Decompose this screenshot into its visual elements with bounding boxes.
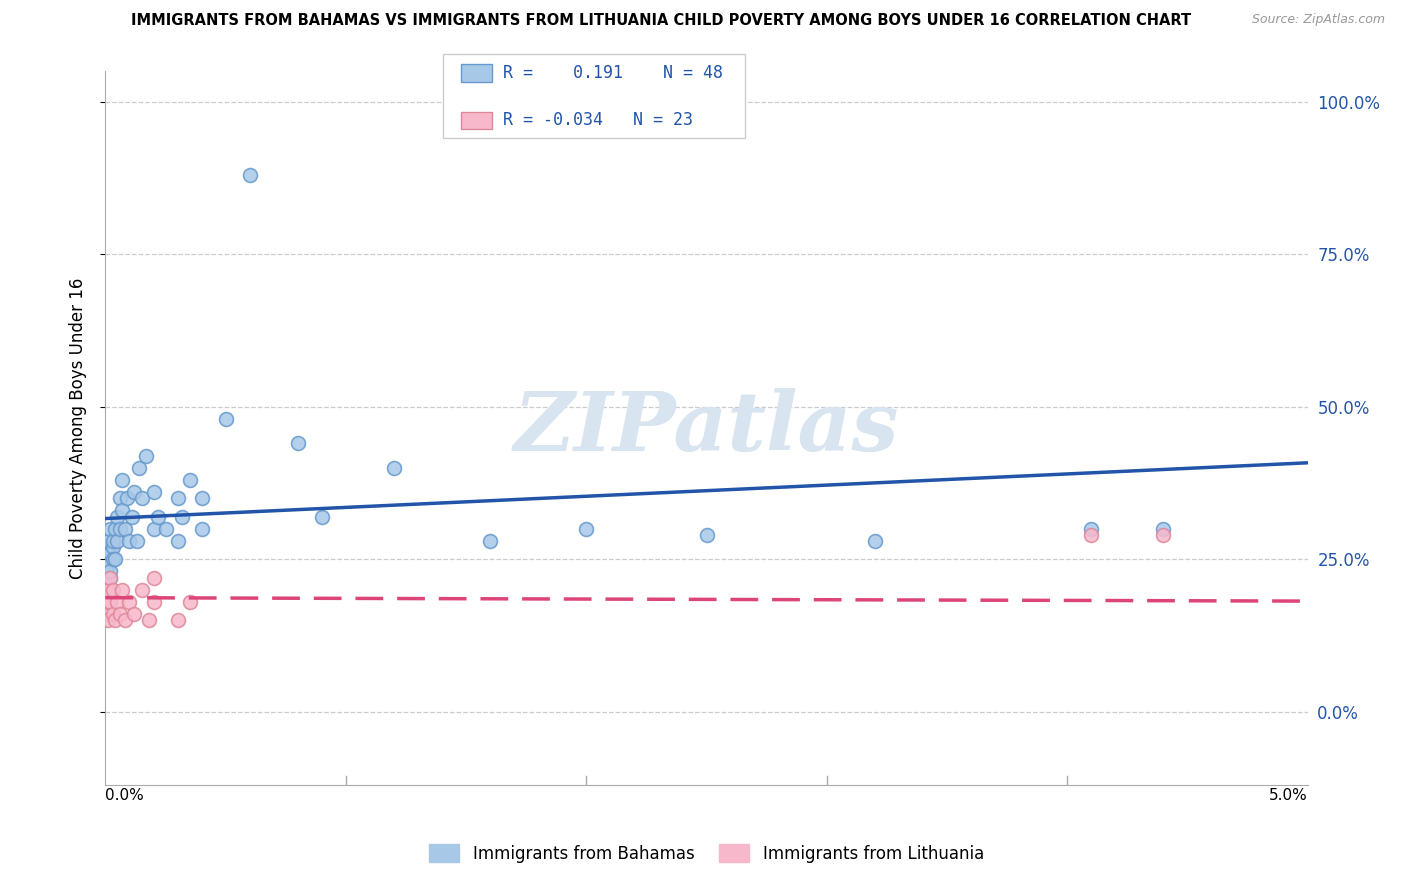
- Y-axis label: Child Poverty Among Boys Under 16: Child Poverty Among Boys Under 16: [69, 277, 87, 579]
- Point: [1152, 528, 1174, 542]
- Point: [131, 491, 153, 506]
- Point: [98, 595, 121, 609]
- Point: [98, 522, 121, 536]
- Point: [101, 540, 124, 554]
- Text: R =    0.191    N = 48: R = 0.191 N = 48: [503, 64, 723, 82]
- Point: [111, 503, 134, 517]
- Point: [114, 613, 136, 627]
- Point: [179, 595, 201, 609]
- Point: [124, 607, 146, 622]
- Legend: Immigrants from Bahamas, Immigrants from Lithuania: Immigrants from Bahamas, Immigrants from…: [423, 838, 990, 870]
- Point: [114, 522, 136, 536]
- Point: [696, 528, 718, 542]
- Point: [101, 607, 124, 622]
- Point: [104, 522, 127, 536]
- Point: [166, 613, 188, 627]
- Point: [97, 595, 120, 609]
- Point: [108, 522, 131, 536]
- Point: [101, 533, 124, 548]
- Point: [97, 546, 120, 560]
- Point: [239, 168, 262, 182]
- Point: [135, 449, 157, 463]
- Point: [107, 533, 129, 548]
- Point: [118, 533, 141, 548]
- Point: [101, 582, 124, 597]
- Point: [96, 607, 118, 622]
- Point: [142, 595, 165, 609]
- Point: [166, 533, 188, 548]
- Point: [97, 533, 120, 548]
- Point: [121, 509, 143, 524]
- Point: [128, 460, 150, 475]
- Point: [311, 509, 333, 524]
- Point: [142, 522, 165, 536]
- Point: [190, 491, 212, 506]
- Point: [107, 509, 129, 524]
- Point: [111, 473, 134, 487]
- Point: [1152, 522, 1174, 536]
- Point: [179, 473, 201, 487]
- Text: ZIPatlas: ZIPatlas: [513, 388, 900, 468]
- Text: IMMIGRANTS FROM BAHAMAS VS IMMIGRANTS FROM LITHUANIA CHILD POVERTY AMONG BOYS UN: IMMIGRANTS FROM BAHAMAS VS IMMIGRANTS FR…: [131, 13, 1191, 29]
- Point: [101, 552, 124, 566]
- Point: [108, 491, 131, 506]
- Point: [190, 522, 212, 536]
- Point: [863, 533, 886, 548]
- Point: [124, 485, 146, 500]
- Point: [118, 595, 141, 609]
- Text: 5.0%: 5.0%: [1268, 788, 1308, 803]
- Point: [575, 522, 598, 536]
- Point: [104, 613, 127, 627]
- Point: [97, 558, 120, 573]
- Text: 0.0%: 0.0%: [105, 788, 145, 803]
- Point: [287, 436, 309, 450]
- Point: [97, 613, 120, 627]
- Text: Source: ZipAtlas.com: Source: ZipAtlas.com: [1251, 13, 1385, 27]
- Point: [138, 613, 160, 627]
- Point: [382, 460, 405, 475]
- Point: [214, 412, 236, 426]
- Point: [97, 582, 120, 597]
- Point: [166, 491, 188, 506]
- Point: [155, 522, 177, 536]
- Point: [479, 533, 502, 548]
- Point: [98, 571, 121, 585]
- Point: [111, 582, 134, 597]
- Point: [142, 485, 165, 500]
- Point: [1080, 522, 1102, 536]
- Point: [148, 509, 170, 524]
- Point: [108, 607, 131, 622]
- Point: [98, 571, 121, 585]
- Point: [98, 565, 121, 579]
- Point: [107, 595, 129, 609]
- Point: [1080, 528, 1102, 542]
- Point: [142, 571, 165, 585]
- Point: [131, 582, 153, 597]
- Point: [104, 552, 127, 566]
- Point: [172, 509, 194, 524]
- Point: [125, 533, 148, 548]
- Point: [115, 491, 138, 506]
- Text: R = -0.034   N = 23: R = -0.034 N = 23: [503, 112, 693, 129]
- Point: [98, 546, 121, 560]
